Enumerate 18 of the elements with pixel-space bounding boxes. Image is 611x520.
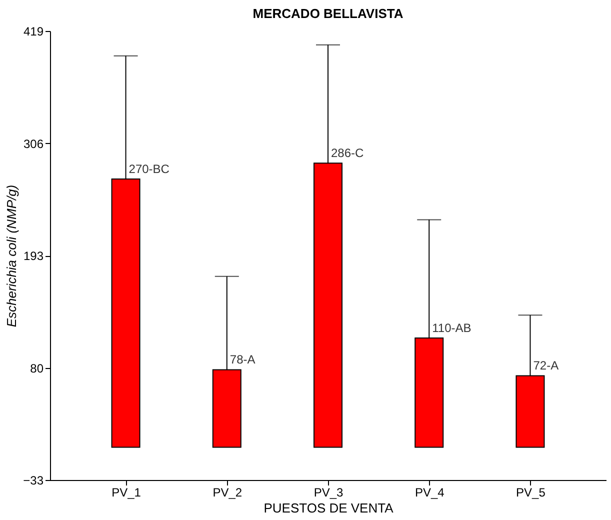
- chart-title: MERCADO BELLAVISTA: [252, 6, 404, 21]
- x-axis-title: PUESTOS DE VENTA: [264, 500, 394, 516]
- x-tick-label: PV_5: [516, 486, 546, 500]
- data-label: 270-BC: [128, 162, 170, 176]
- x-tick-label: PV_1: [112, 486, 142, 500]
- y-tick-label: 193: [23, 249, 44, 263]
- x-tick-label: PV_3: [314, 486, 344, 500]
- y-axis-title: Escherichia coli (NMP/g): [4, 184, 20, 328]
- y-tick-label: 306: [23, 136, 44, 151]
- x-tick-label: PV_2: [212, 486, 242, 500]
- data-label: 286-C: [331, 146, 364, 160]
- x-tick-label: PV_4: [414, 486, 445, 500]
- y-tick-label: 80: [30, 361, 44, 376]
- data-label: 78-A: [230, 352, 256, 367]
- y-tick-label: 419: [23, 24, 44, 38]
- data-label: 72-A: [533, 358, 559, 373]
- data-label: 110-AB: [432, 320, 472, 335]
- y-tick-label: −33: [23, 474, 44, 488]
